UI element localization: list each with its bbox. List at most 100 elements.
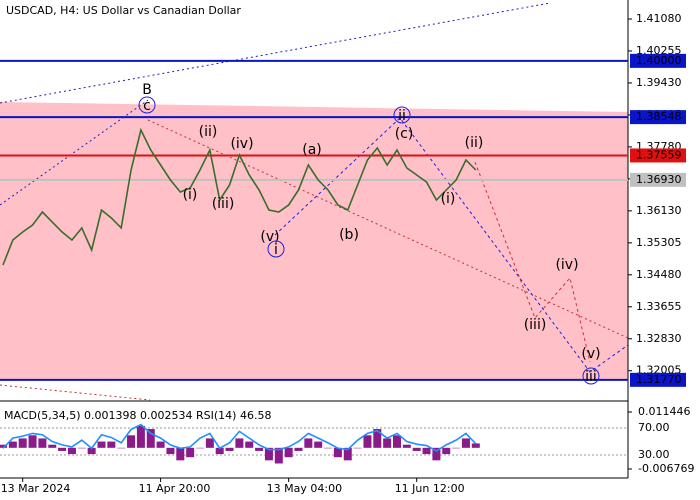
price-line	[2, 127, 477, 266]
y-tick-label: 1.33655	[636, 300, 682, 313]
histogram-bar	[343, 447, 352, 461]
indicator-title: MACD(5,34,5) 0.001398 0.002534 RSI(14) 4…	[4, 409, 271, 422]
wave-label: (iii)	[212, 196, 235, 212]
histogram-bar	[264, 447, 273, 461]
histogram-bar	[166, 447, 175, 455]
histogram-bar	[205, 438, 214, 448]
forecast-line	[274, 117, 629, 373]
histogram-bar	[452, 447, 461, 449]
histogram-bar	[314, 441, 323, 448]
histogram-bar	[383, 438, 392, 448]
histogram-bar	[186, 447, 195, 458]
histogram-bar	[393, 435, 401, 448]
histogram-bar	[373, 429, 382, 448]
histogram-bar	[461, 438, 470, 448]
histogram-bar	[412, 447, 421, 451]
y-tick-label: 0.011446	[638, 405, 691, 418]
histogram-bar	[38, 438, 47, 448]
y-tick-label: 70.00	[638, 421, 670, 434]
level-label-box	[630, 53, 686, 68]
histogram-bar	[225, 447, 234, 451]
y-tick-label: 1.41080	[636, 12, 682, 25]
level-label: 1.31770	[636, 373, 682, 386]
forecast-line	[474, 161, 591, 363]
histogram-bar	[58, 447, 67, 451]
x-tick-label: 11 Jun 12:00	[395, 482, 465, 495]
wave-circle	[582, 367, 600, 385]
y-tick-label: 1.39430	[636, 76, 682, 89]
y-tick-label: 1.36130	[636, 204, 682, 217]
histogram-bar	[146, 429, 155, 448]
level-label-box	[630, 148, 686, 163]
y-tick-label: 1.34480	[636, 268, 682, 281]
level-label-box	[630, 110, 686, 125]
wave-circle	[138, 96, 156, 114]
x-tick-label: 13 May 04:00	[267, 482, 342, 495]
wave-label: (i)	[183, 187, 198, 203]
wave-label: (c)	[395, 126, 414, 142]
histogram-bar	[87, 447, 96, 455]
histogram-bar	[136, 425, 145, 448]
wave-label: (ii)	[465, 135, 484, 151]
histogram-bar	[18, 438, 27, 448]
wave-label: iii	[585, 369, 597, 385]
histogram-bar	[432, 447, 441, 461]
histogram-bar	[97, 441, 106, 448]
x-tick-label: 13 Mar 2024	[1, 482, 71, 495]
histogram-bar	[176, 447, 185, 461]
y-tick-label: 1.40255	[636, 44, 682, 57]
histogram-bar	[117, 447, 126, 449]
wave-label: (iv)	[230, 136, 253, 152]
histogram-bar	[471, 443, 480, 448]
histogram-bar	[156, 441, 165, 448]
wave-circle	[393, 106, 411, 124]
y-tick-label: 1.35305	[636, 236, 682, 249]
histogram-bar	[28, 435, 37, 448]
histogram-bar	[333, 447, 342, 458]
histogram-bar	[304, 438, 313, 448]
histogram-bar	[235, 438, 244, 448]
histogram-bar	[0, 444, 7, 448]
level-label: 1.38548	[636, 110, 682, 123]
wave-label: i	[274, 242, 278, 258]
histogram-bar	[255, 447, 264, 451]
histogram-bar	[215, 447, 224, 455]
histogram-bar	[196, 447, 204, 449]
level-label: 1.40000	[636, 54, 682, 67]
level-label: 1.37559	[636, 148, 682, 161]
histogram-bar	[48, 444, 57, 448]
y-tick-label: 1.32830	[636, 332, 682, 345]
wave-label: c	[143, 98, 151, 114]
wave-circle	[267, 240, 285, 258]
histogram-bar	[107, 441, 116, 448]
target-zone	[0, 102, 628, 380]
x-tick-label: 11 Apr 20:00	[139, 482, 211, 495]
histogram-bar	[442, 447, 451, 455]
wave-label: (b)	[339, 227, 359, 243]
histogram-bar	[77, 447, 86, 449]
histogram-bar	[127, 435, 136, 448]
wave-label: (a)	[302, 142, 322, 158]
histogram-bar	[353, 447, 362, 449]
wave-label: (v)	[581, 346, 600, 362]
histogram-bar	[363, 435, 372, 448]
histogram-bar	[245, 441, 254, 448]
chart-title: USDCAD, H4: US Dollar vs Canadian Dollar	[6, 4, 241, 17]
level-label-box	[630, 172, 686, 187]
histogram-bar	[294, 447, 303, 451]
y-tick-label: -0.006769	[638, 462, 694, 475]
histogram-bar	[324, 447, 333, 449]
wave-label: (iv)	[555, 257, 578, 273]
wave-label: (ii)	[199, 124, 218, 140]
histogram-bar	[422, 447, 431, 455]
trend-line	[0, 384, 151, 401]
wave-label: ii	[398, 108, 406, 124]
histogram-bar	[402, 444, 411, 448]
y-tick-label: 30.00	[638, 448, 670, 461]
trend-line	[0, 2, 551, 104]
wave-label: (i)	[441, 191, 456, 207]
price-line	[2, 423, 477, 452]
level-label-box	[630, 372, 686, 387]
histogram-bar	[284, 447, 293, 458]
level-label: 1.36930	[636, 173, 682, 186]
